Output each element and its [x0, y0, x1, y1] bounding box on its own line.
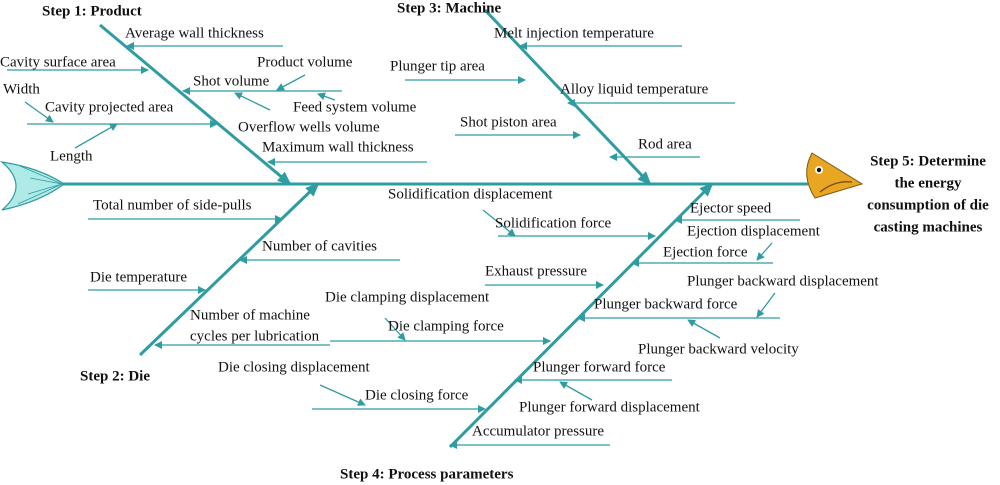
- average-wall-thickness-label: Average wall thickness: [125, 25, 264, 41]
- arrow-line: [559, 381, 593, 401]
- side-pulls-label: Total number of side-pulls: [93, 197, 252, 213]
- step-5-label-line: the energy: [894, 175, 962, 191]
- arrow-line: [234, 92, 271, 111]
- bone-die: [138, 182, 320, 357]
- solidification-displacement-label: Solidification displacement: [388, 186, 553, 202]
- ejector-speed-label: Ejector speed: [690, 200, 772, 216]
- arrow-line: [482, 209, 516, 237]
- ejection-force-label: Ejection force: [663, 244, 748, 260]
- bone-product: [99, 23, 292, 186]
- shot-piston-area-label: Shot piston area: [460, 114, 557, 130]
- plunger-forward-displacement-label: Plunger forward displacement: [519, 399, 701, 415]
- arrow-line: [74, 123, 118, 149]
- fish-head: [806, 152, 864, 199]
- plunger-forward-force-label: Plunger forward force: [533, 359, 666, 375]
- cavities-label: Number of cavities: [262, 238, 377, 254]
- die-closing-displacement-label: Die closing displacement: [218, 359, 370, 375]
- die-clamping-force-label: Die clamping force: [388, 318, 504, 334]
- accumulator-pressure-label: Accumulator pressure: [472, 423, 604, 439]
- arrow-line: [687, 319, 721, 339]
- length-label: Length: [50, 148, 93, 164]
- overflow-wells-volume-label: Overflow wells volume: [238, 119, 380, 135]
- die-clamping-displacement-label: Die clamping displacement: [325, 289, 490, 305]
- arrow-line: [276, 74, 306, 91]
- arrow-line: [756, 242, 773, 261]
- step-5-label-line: consumption of die: [867, 197, 989, 213]
- cavity-projected-area-label: Cavity projected area: [45, 99, 174, 115]
- ejection-displacement-label: Ejection displacement: [687, 223, 821, 239]
- width-label: Width: [3, 81, 40, 97]
- arrow-line: [317, 92, 336, 101]
- arrow-line: [384, 317, 406, 341]
- plunger-backward-force-label: Plunger backward force: [594, 296, 738, 312]
- plunger-backward-displacement-label: Plunger backward displacement: [687, 273, 879, 289]
- step-3-label: Step 3: Machine: [397, 0, 502, 16]
- arrow-line: [319, 384, 366, 406]
- step-5-label-line: Step 5: Determine: [870, 153, 986, 169]
- bones: [7, 8, 808, 449]
- step-4-label: Step 4: Process parameters: [340, 466, 514, 482]
- alloy-liquid-temperature-label: Alloy liquid temperature: [560, 81, 709, 97]
- plunger-tip-area-label: Plunger tip area: [390, 58, 485, 74]
- maximum-wall-thickness-label: Maximum wall thickness: [262, 139, 414, 155]
- exhaust-pressure-label: Exhaust pressure: [485, 263, 587, 279]
- fish-tail: [0, 161, 66, 211]
- melt-injection-temperature-label: Melt injection temperature: [494, 25, 654, 41]
- rod-area-label: Rod area: [638, 136, 692, 152]
- shot-volume-label: Shot volume: [193, 73, 270, 89]
- solidification-force-label: Solidification force: [495, 215, 612, 231]
- arrow-line: [756, 292, 776, 318]
- plunger-backward-velocity-label: Plunger backward velocity: [638, 341, 799, 357]
- cavity-surface-area-label: Cavity surface area: [0, 54, 116, 70]
- step-1-label: Step 1: Product: [42, 3, 142, 19]
- cycles-1-label: Number of machine: [190, 307, 310, 323]
- product-volume-label: Product volume: [257, 54, 353, 70]
- step-5-label-line: casting machines: [874, 219, 983, 235]
- die-temperature-label: Die temperature: [90, 269, 187, 285]
- bone-machine: [483, 8, 652, 186]
- step-2-label: Step 2: Die: [80, 368, 150, 384]
- die-closing-force-label: Die closing force: [365, 387, 469, 403]
- feed-system-volume-label: Feed system volume: [293, 99, 417, 115]
- cycles-2-label: cycles per lubrication: [190, 328, 320, 344]
- arrow-line: [24, 101, 54, 123]
